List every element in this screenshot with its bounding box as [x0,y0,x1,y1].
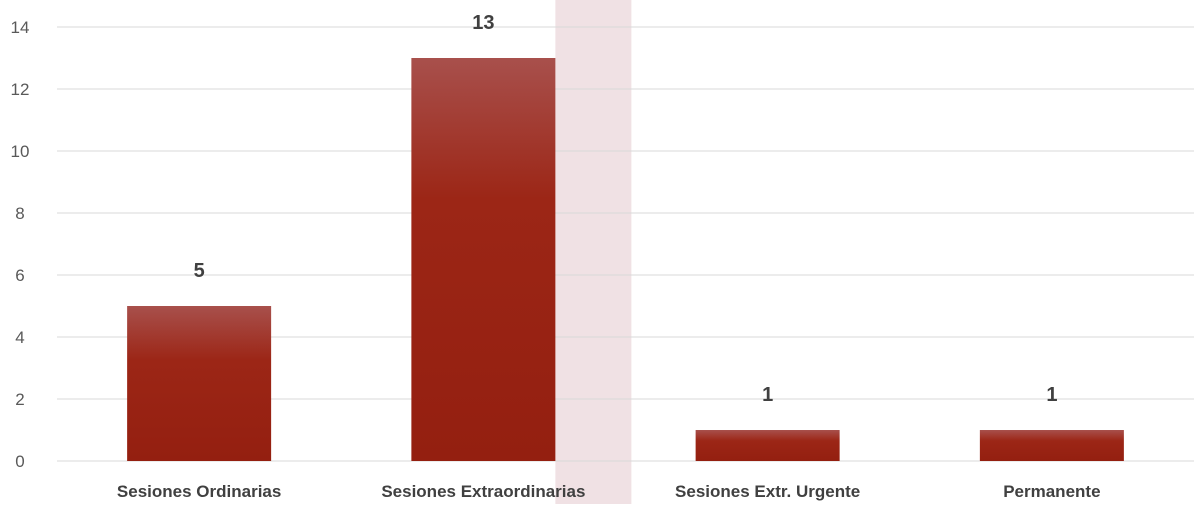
y-tick-label: 4 [15,328,24,347]
data-label: 13 [472,12,494,34]
y-tick-label: 6 [15,266,24,285]
y-tick-label: 8 [15,204,24,223]
y-tick-label: 2 [15,390,24,409]
bar [127,306,272,461]
category-label: Sesiones Extraordinarias [381,482,585,501]
bars [127,58,1124,461]
highlight-band [555,0,632,504]
y-tick-label: 10 [11,142,30,161]
bar [411,58,556,461]
y-tick-label: 12 [11,80,30,99]
bar [695,430,840,461]
y-tick-label: 14 [11,18,30,37]
y-axis-ticks: 0 2 4 6 8 10 12 14 [11,18,30,471]
category-label: Sesiones Ordinarias [117,482,281,501]
bar [979,430,1124,461]
data-label: 1 [762,384,773,406]
y-tick-label: 0 [15,452,24,471]
data-label: 1 [1046,384,1057,406]
data-label: 5 [194,260,205,282]
highlight-band-layer [555,0,632,504]
data-labels: 5 13 1 1 [194,12,1058,406]
category-label: Sesiones Extr. Urgente [675,482,860,501]
category-labels: Sesiones Ordinarias Sesiones Extraordinar… [117,482,1101,501]
category-label: Permanente [1003,482,1100,501]
